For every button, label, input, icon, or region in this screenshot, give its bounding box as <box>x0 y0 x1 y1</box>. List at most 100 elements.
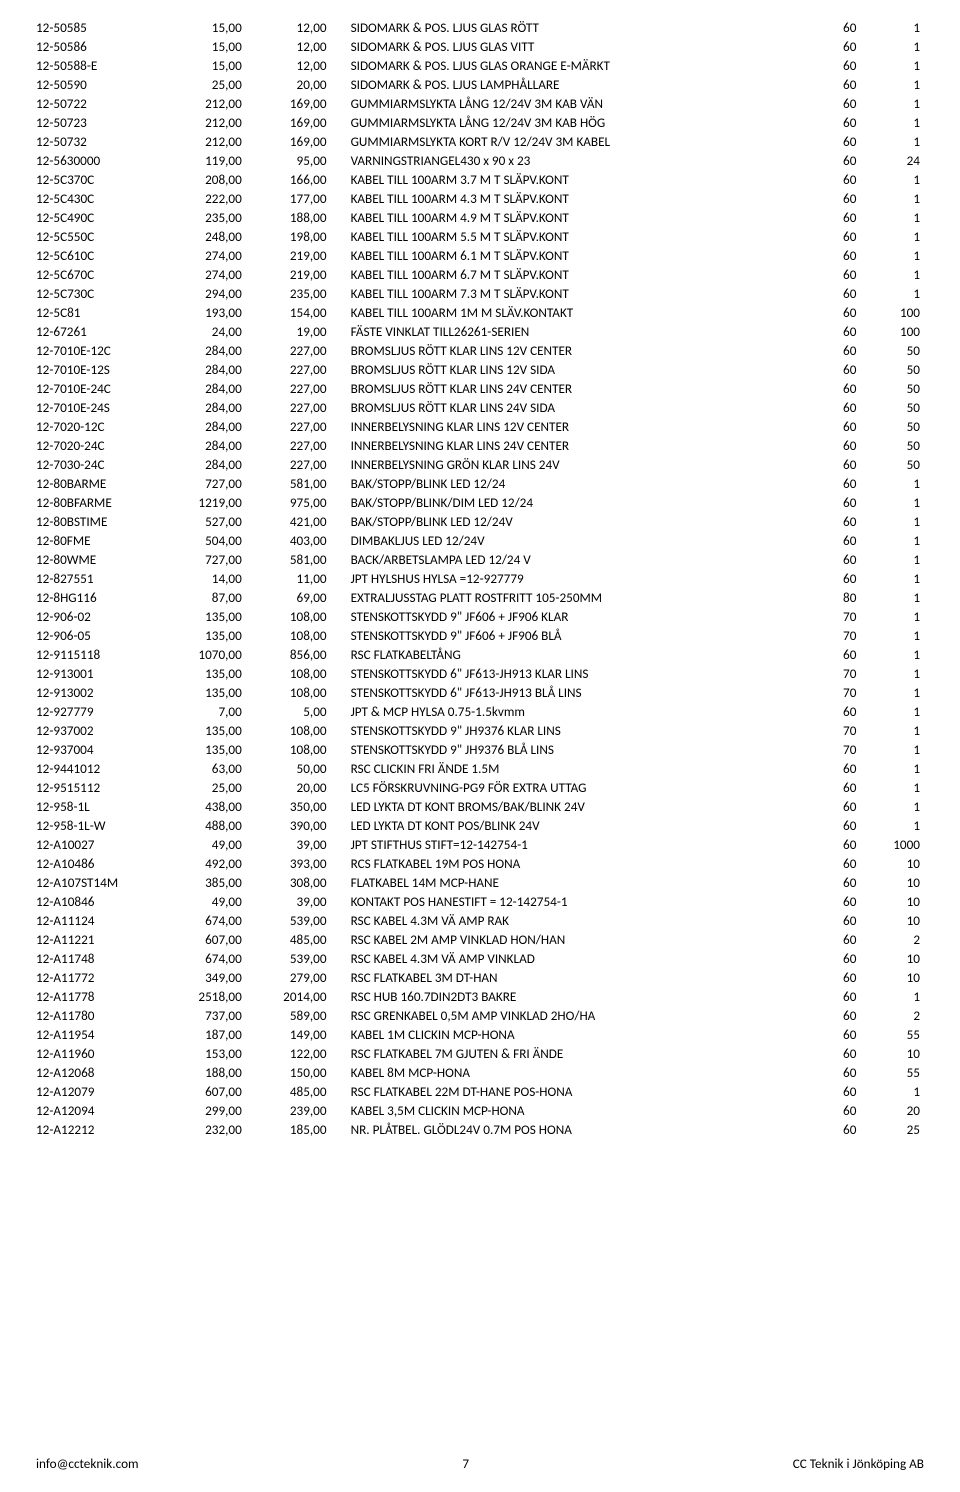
table-row: 12-5059025,0020,00SIDOMARK & POS. LJUS L… <box>36 75 924 94</box>
table-cell: 12-A11780 <box>36 1006 161 1025</box>
table-cell: RSC HUB 160.7DIN2DT3 BAKRE <box>331 987 797 1006</box>
table-cell: 232,00 <box>161 1120 246 1139</box>
table-cell: 12-5630000 <box>36 151 161 170</box>
table-cell: 12-A12212 <box>36 1120 161 1139</box>
table-row: 12-7020-24C284,00227,00INNERBELYSNING KL… <box>36 436 924 455</box>
table-cell: 227,00 <box>246 360 331 379</box>
table-cell: 135,00 <box>161 626 246 645</box>
table-cell: 12-9515112 <box>36 778 161 797</box>
table-cell: 1 <box>860 626 924 645</box>
table-cell: 485,00 <box>246 1082 331 1101</box>
table-cell: 60 <box>797 531 861 550</box>
table-cell: 70 <box>797 740 861 759</box>
table-cell: 39,00 <box>246 892 331 911</box>
table-cell: 60 <box>797 835 861 854</box>
table-cell: 1 <box>860 816 924 835</box>
table-cell: 55 <box>860 1063 924 1082</box>
table-cell: 274,00 <box>161 246 246 265</box>
table-cell: 1 <box>860 550 924 569</box>
table-cell: 1 <box>860 37 924 56</box>
table-cell: 60 <box>797 797 861 816</box>
table-cell: 60 <box>797 645 861 664</box>
table-cell: 607,00 <box>161 930 246 949</box>
table-cell: EXTRALJUSSTAG PLATT ROSTFRITT 105-250MM <box>331 588 797 607</box>
table-cell: 50 <box>860 436 924 455</box>
table-cell: 166,00 <box>246 170 331 189</box>
table-row: 12-5C730C294,00235,00KABEL TILL 100ARM 7… <box>36 284 924 303</box>
table-cell: 12-927779 <box>36 702 161 721</box>
table-cell: 49,00 <box>161 892 246 911</box>
table-row: 12-A11960153,00122,00RSC FLATKABEL 7M GJ… <box>36 1044 924 1063</box>
table-cell: 50 <box>860 455 924 474</box>
table-cell: 1 <box>860 569 924 588</box>
table-cell: 235,00 <box>246 284 331 303</box>
table-row: 12-80BSTIME527,00421,00BAK/STOPP/BLINK L… <box>36 512 924 531</box>
table-cell: 1 <box>860 512 924 531</box>
table-row: 12-80WME727,00581,00BACK/ARBETSLAMPA LED… <box>36 550 924 569</box>
table-cell: 25,00 <box>161 778 246 797</box>
table-cell: 2 <box>860 930 924 949</box>
table-cell: 856,00 <box>246 645 331 664</box>
table-cell: 1 <box>860 759 924 778</box>
table-cell: 1000 <box>860 835 924 854</box>
table-cell: 212,00 <box>161 113 246 132</box>
table-cell: 60 <box>797 854 861 873</box>
table-cell: KABEL TILL 100ARM 6.7 M T SLÄPV.KONT <box>331 265 797 284</box>
table-cell: RSC FLATKABEL 7M GJUTEN & FRI ÄNDE <box>331 1044 797 1063</box>
table-cell: 12-906-02 <box>36 607 161 626</box>
table-cell: 60 <box>797 265 861 284</box>
table-cell: 60 <box>797 303 861 322</box>
table-cell: 1 <box>860 645 924 664</box>
table-cell: 154,00 <box>246 303 331 322</box>
table-cell: 12-937004 <box>36 740 161 759</box>
table-cell: KABEL TILL 100ARM 5.5 M T SLÄPV.KONT <box>331 227 797 246</box>
table-row: 12-A12212232,00185,00NR. PLÅTBEL. GLÖDL2… <box>36 1120 924 1139</box>
table-cell: 1 <box>860 227 924 246</box>
table-cell: 185,00 <box>246 1120 331 1139</box>
table-cell: 135,00 <box>161 607 246 626</box>
table-cell: 108,00 <box>246 626 331 645</box>
table-cell: 12-A11954 <box>36 1025 161 1044</box>
table-cell: 294,00 <box>161 284 246 303</box>
table-cell: 60 <box>797 455 861 474</box>
table-cell: 12-7010E-24S <box>36 398 161 417</box>
table-row: 12-5C81193,00154,00KABEL TILL 100ARM 1M … <box>36 303 924 322</box>
table-cell: 1 <box>860 721 924 740</box>
table-cell: 10 <box>860 911 924 930</box>
table-cell: 20,00 <box>246 778 331 797</box>
table-row: 12-A11772349,00279,00RSC FLATKABEL 3M DT… <box>36 968 924 987</box>
table-cell: 12-5C370C <box>36 170 161 189</box>
table-cell: BROMSLJUS RÖTT KLAR LINS 24V CENTER <box>331 379 797 398</box>
table-cell: 227,00 <box>246 455 331 474</box>
table-cell: 284,00 <box>161 398 246 417</box>
table-cell: 5,00 <box>246 702 331 721</box>
table-cell: 390,00 <box>246 816 331 835</box>
table-row: 12-7010E-12S284,00227,00BROMSLJUS RÖTT K… <box>36 360 924 379</box>
table-cell: 607,00 <box>161 1082 246 1101</box>
table-cell: 12-5C730C <box>36 284 161 303</box>
table-cell: FÄSTE VINKLAT TILL26261-SERIEN <box>331 322 797 341</box>
table-cell: 1 <box>860 683 924 702</box>
table-cell: 222,00 <box>161 189 246 208</box>
table-cell: 12-A11124 <box>36 911 161 930</box>
table-cell: 122,00 <box>246 1044 331 1063</box>
table-row: 12-A1002749,0039,00JPT STIFTHUS STIFT=12… <box>36 835 924 854</box>
table-cell: 227,00 <box>246 436 331 455</box>
table-row: 12-91151181070,00856,00RSC FLATKABELTÅNG… <box>36 645 924 664</box>
table-cell: SIDOMARK & POS. LJUS GLAS ORANGE E-MÄRKT <box>331 56 797 75</box>
table-cell: 60 <box>797 1063 861 1082</box>
table-cell: 12-50732 <box>36 132 161 151</box>
table-cell: 212,00 <box>161 132 246 151</box>
table-cell: 1 <box>860 607 924 626</box>
table-cell: 12-50723 <box>36 113 161 132</box>
table-cell: 60 <box>797 778 861 797</box>
table-cell: 15,00 <box>161 18 246 37</box>
table-cell: 284,00 <box>161 341 246 360</box>
table-cell: 60 <box>797 569 861 588</box>
table-cell: 50,00 <box>246 759 331 778</box>
table-row: 12-80BARME727,00581,00BAK/STOPP/BLINK LE… <box>36 474 924 493</box>
table-cell: 60 <box>797 1025 861 1044</box>
table-cell: 12-5C81 <box>36 303 161 322</box>
table-cell: 10 <box>860 968 924 987</box>
table-cell: 227,00 <box>246 341 331 360</box>
